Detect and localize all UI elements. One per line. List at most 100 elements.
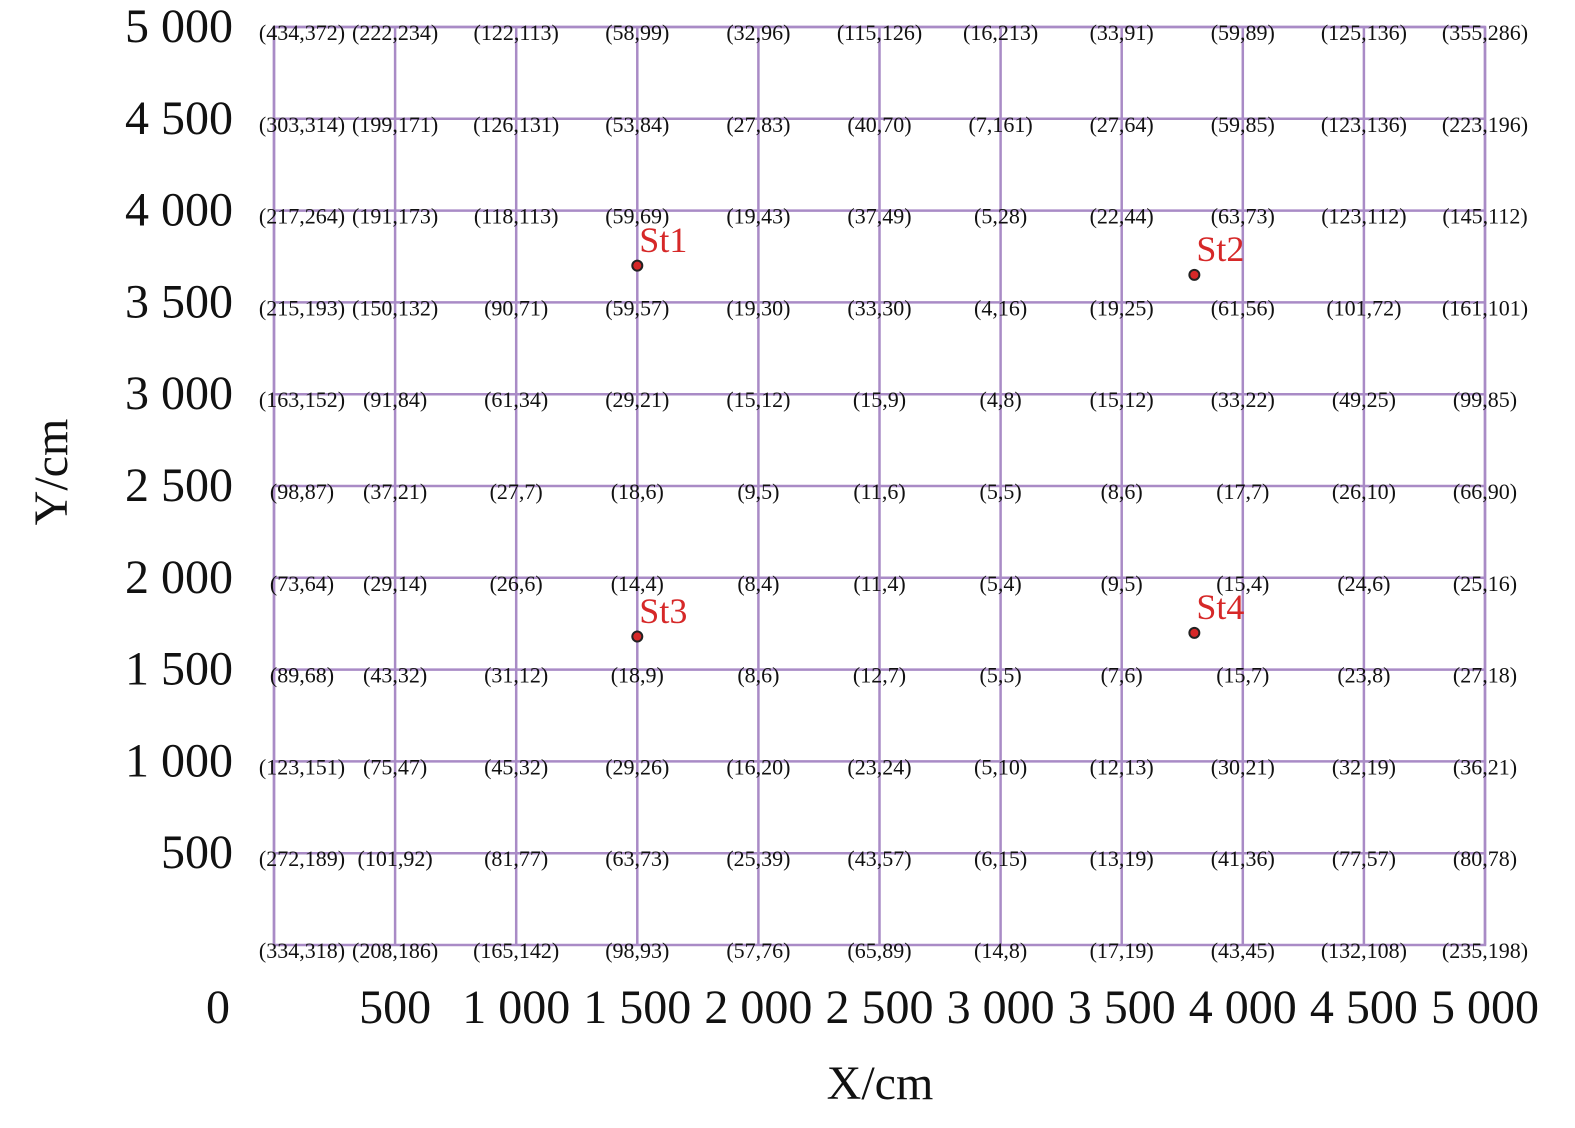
cell-label: (161,101) xyxy=(1442,295,1528,320)
cell-label: (132,108) xyxy=(1321,938,1407,963)
cell-label: (145,112) xyxy=(1442,204,1527,229)
station-label: St4 xyxy=(1196,587,1244,627)
cell-label: (59,89) xyxy=(1211,20,1275,45)
cell-label: (5,5) xyxy=(980,663,1022,688)
cell-label: (59,57) xyxy=(605,295,669,320)
cell-label: (4,16) xyxy=(974,295,1027,320)
cell-label: (101,72) xyxy=(1326,295,1401,320)
cell-label: (33,91) xyxy=(1090,20,1154,45)
y-tick-label: 3 500 xyxy=(125,275,233,328)
cell-label: (25,16) xyxy=(1453,571,1517,596)
station-label: St2 xyxy=(1196,229,1244,269)
cell-label: (303,314) xyxy=(259,112,345,137)
y-tick-label: 2 000 xyxy=(125,551,233,604)
cell-label: (235,198) xyxy=(1442,938,1528,963)
cell-label: (43,57) xyxy=(847,846,911,871)
cell-label: (89,68) xyxy=(270,663,334,688)
cell-label: (334,318) xyxy=(259,938,345,963)
cell-label: (25,39) xyxy=(726,846,790,871)
cell-label: (123,112) xyxy=(1321,204,1406,229)
cell-label: (8,6) xyxy=(1101,479,1143,504)
cell-label: (6,15) xyxy=(974,846,1027,871)
cell-label: (81,77) xyxy=(484,846,548,871)
cell-label: (123,136) xyxy=(1321,112,1407,137)
cell-label: (37,21) xyxy=(363,479,427,504)
cell-label: (125,136) xyxy=(1321,20,1407,45)
cell-label: (13,19) xyxy=(1090,846,1154,871)
y-tick-label: 4 000 xyxy=(125,184,233,237)
cell-label: (73,64) xyxy=(270,571,334,596)
cell-label: (27,64) xyxy=(1090,112,1154,137)
cell-label: (222,234) xyxy=(352,20,438,45)
cell-label: (65,89) xyxy=(847,938,911,963)
cell-label: (98,87) xyxy=(270,479,334,504)
cell-label: (24,6) xyxy=(1337,571,1390,596)
cell-label: (29,14) xyxy=(363,571,427,596)
cell-label: (90,71) xyxy=(484,295,548,320)
cell-label: (80,78) xyxy=(1453,846,1517,871)
cell-label: (5,4) xyxy=(980,571,1022,596)
cell-label: (77,57) xyxy=(1332,846,1396,871)
cell-label: (7,161) xyxy=(969,112,1033,137)
y-tick-label: 5 000 xyxy=(125,0,233,53)
cell-label: (272,189) xyxy=(259,846,345,871)
cell-label: (163,152) xyxy=(259,387,345,412)
x-axis-label: X/cm xyxy=(827,1057,934,1110)
cell-label: (8,4) xyxy=(737,571,779,596)
cell-label: (33,22) xyxy=(1211,387,1275,412)
cell-label: (12,13) xyxy=(1090,754,1154,779)
cell-label: (27,83) xyxy=(726,112,790,137)
cell-label: (19,30) xyxy=(726,295,790,320)
y-tick-label: 1 500 xyxy=(125,643,233,696)
cell-label: (12,7) xyxy=(853,663,906,688)
cell-label: (22,44) xyxy=(1090,204,1154,229)
cell-label: (223,196) xyxy=(1442,112,1528,137)
cell-label: (15,12) xyxy=(726,387,790,412)
cell-label: (75,47) xyxy=(363,754,427,779)
cell-label: (101,92) xyxy=(358,846,433,871)
cell-label: (17,7) xyxy=(1216,479,1269,504)
x-tick-label: 0 xyxy=(206,981,230,1034)
station-point xyxy=(1188,268,1201,281)
cell-label: (58,99) xyxy=(605,20,669,45)
cell-label: (9,5) xyxy=(737,479,779,504)
cell-label: (99,85) xyxy=(1453,387,1517,412)
cell-label: (30,21) xyxy=(1211,754,1275,779)
cell-label: (98,93) xyxy=(605,938,669,963)
cell-label: (53,84) xyxy=(605,112,669,137)
cell-label: (23,24) xyxy=(847,754,911,779)
cell-label: (4,8) xyxy=(980,387,1022,412)
cell-label: (191,173) xyxy=(352,204,438,229)
cell-label: (123,151) xyxy=(259,754,345,779)
cell-label: (165,142) xyxy=(473,938,559,963)
station-label: St1 xyxy=(639,220,687,260)
y-axis-label: Y/cm xyxy=(25,419,78,526)
cell-label: (29,26) xyxy=(605,754,669,779)
cell-label: (14,8) xyxy=(974,938,1027,963)
cell-label: (215,193) xyxy=(259,295,345,320)
cell-label: (16,20) xyxy=(726,754,790,779)
cell-label: (434,372) xyxy=(259,20,345,45)
cell-label: (40,70) xyxy=(847,112,911,137)
cell-label: (27,18) xyxy=(1453,663,1517,688)
x-tick-label: 500 xyxy=(359,981,431,1034)
x-tick-label: 1 000 xyxy=(462,981,570,1034)
cell-label: (63,73) xyxy=(1211,204,1275,229)
cell-label: (49,25) xyxy=(1332,387,1396,412)
y-tick-label: 3 000 xyxy=(125,367,233,420)
x-tick-label: 1 500 xyxy=(583,981,691,1034)
x-tick-label: 3 000 xyxy=(947,981,1055,1034)
cell-label: (5,5) xyxy=(980,479,1022,504)
cell-label: (15,12) xyxy=(1090,387,1154,412)
cell-label: (57,76) xyxy=(726,938,790,963)
cell-label: (26,10) xyxy=(1332,479,1396,504)
station-label: St3 xyxy=(639,591,687,631)
cell-label: (15,4) xyxy=(1216,571,1269,596)
station-point xyxy=(631,630,644,643)
y-tick-label: 1 000 xyxy=(125,734,233,787)
cell-label: (41,36) xyxy=(1211,846,1275,871)
y-tick-label: 500 xyxy=(161,826,233,879)
cell-label: (118,113) xyxy=(474,204,559,229)
x-tick-label: 5 000 xyxy=(1431,981,1539,1034)
